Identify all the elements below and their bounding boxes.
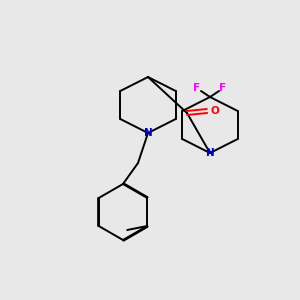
Text: N: N <box>206 148 214 158</box>
Text: O: O <box>211 106 219 116</box>
Text: F: F <box>194 83 201 93</box>
Text: N: N <box>144 128 152 138</box>
Text: F: F <box>219 83 226 93</box>
